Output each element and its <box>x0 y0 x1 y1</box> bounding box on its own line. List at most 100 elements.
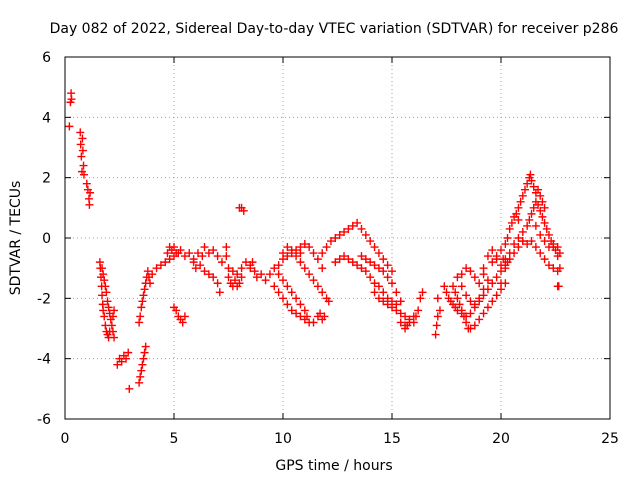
data-point <box>318 264 327 273</box>
data-point <box>170 243 178 252</box>
data-point <box>82 179 91 188</box>
data-point <box>540 203 549 212</box>
data-point <box>302 312 311 321</box>
data-point <box>518 227 527 236</box>
data-point <box>403 321 412 330</box>
data-point <box>344 224 353 233</box>
data-point <box>198 252 207 261</box>
data-point <box>455 300 464 309</box>
data-point <box>470 321 479 330</box>
data-point <box>527 176 536 185</box>
data-point <box>204 249 213 258</box>
data-point <box>370 261 379 270</box>
data-point <box>370 279 379 288</box>
data-point <box>466 297 475 306</box>
data-point <box>305 270 314 279</box>
data-point <box>135 378 144 387</box>
data-point <box>108 312 117 321</box>
data-point <box>141 342 150 351</box>
data-point <box>248 258 257 267</box>
data-point <box>466 267 475 276</box>
data-point <box>353 218 362 227</box>
data-point <box>335 255 344 264</box>
data-point <box>534 200 543 209</box>
data-point <box>374 282 383 291</box>
data-point <box>396 297 405 306</box>
data-point <box>98 264 107 273</box>
data-point <box>525 215 534 224</box>
data-point <box>191 264 200 273</box>
data-point <box>340 227 349 236</box>
data-point <box>146 279 155 288</box>
data-point <box>492 273 501 282</box>
data-point <box>542 224 551 233</box>
data-point <box>178 318 187 327</box>
data-point <box>357 264 366 273</box>
data-point <box>370 288 379 297</box>
data-point <box>488 246 497 255</box>
data-point <box>470 300 479 309</box>
data-point <box>507 218 516 227</box>
data-point <box>340 252 349 261</box>
data-point <box>466 324 475 333</box>
data-point <box>348 221 357 230</box>
data-point <box>107 321 116 330</box>
data-point <box>250 267 259 276</box>
data-point <box>239 206 248 215</box>
data-point <box>292 294 301 303</box>
data-point <box>544 230 553 239</box>
data-point <box>348 258 357 267</box>
data-point <box>366 237 375 246</box>
data-point <box>193 249 202 258</box>
x-tick-label: 5 <box>170 431 179 447</box>
data-point <box>488 297 497 306</box>
data-point <box>322 243 331 252</box>
data-point <box>457 282 466 291</box>
data-point <box>505 249 514 258</box>
data-point <box>432 321 441 330</box>
data-point <box>462 318 471 327</box>
data-point <box>283 300 292 309</box>
axis-ticks: 0 5 10 15 20 25 -6 -4 -2 0 2 4 6 <box>37 50 619 447</box>
data-point <box>479 309 488 318</box>
data-point <box>536 191 545 200</box>
data-point <box>497 279 505 288</box>
data-point <box>77 152 86 161</box>
data-point <box>459 312 468 321</box>
data-point <box>296 258 305 267</box>
data-point <box>374 249 383 258</box>
data-point <box>383 261 392 270</box>
data-point <box>176 246 185 255</box>
x-tick-label: 15 <box>383 431 401 447</box>
data-point <box>488 258 497 267</box>
data-point <box>396 309 405 318</box>
data-point <box>527 237 536 246</box>
data-point <box>451 288 460 297</box>
data-point <box>76 128 85 137</box>
data-point <box>274 270 283 279</box>
data-point <box>416 294 425 303</box>
data-point <box>135 318 144 327</box>
data-point <box>540 237 549 246</box>
data-point <box>527 209 536 218</box>
x-axis-label: GPS time / hours <box>275 458 392 474</box>
data-point <box>137 303 146 312</box>
data-point <box>401 312 410 321</box>
data-point <box>353 261 362 270</box>
data-point <box>143 267 152 276</box>
data-point <box>137 366 146 375</box>
data-point <box>76 140 85 149</box>
data-point <box>136 312 145 321</box>
data-point <box>442 288 451 297</box>
data-point <box>361 230 370 239</box>
data-point <box>136 372 145 381</box>
data-point <box>235 279 244 288</box>
data-point <box>140 285 149 294</box>
data-point <box>287 288 296 297</box>
data-point <box>279 294 287 303</box>
data-point <box>379 267 388 276</box>
data-point <box>388 279 396 288</box>
data-point <box>366 258 375 267</box>
data-point <box>309 249 318 258</box>
